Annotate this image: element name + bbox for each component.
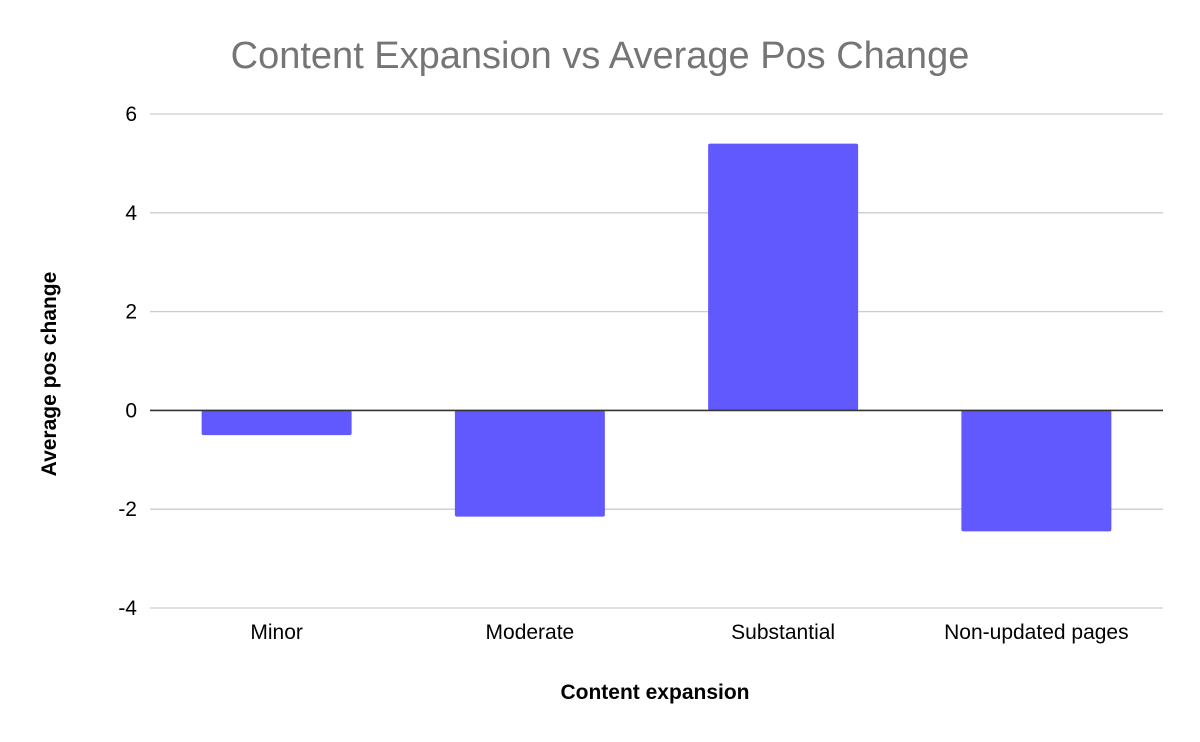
x-tick-label: Minor [250,621,303,644]
bar-moderate [454,410,605,517]
y-tick-label: -2 [118,498,137,521]
x-tick-label: Moderate [486,621,575,644]
y-axis-title: Average pos change [38,272,61,477]
y-tick-label: 4 [125,202,137,225]
x-tick-label: Substantial [731,621,835,644]
bar-minor [201,410,352,436]
y-tick-label: -4 [118,597,137,620]
chart-title: Content Expansion vs Average Pos Change [231,35,970,77]
y-tick-label: 0 [125,399,137,422]
gridlines [150,113,1163,609]
y-tick-labels: -4 -2 0 2 4 6 [118,103,137,620]
bar-substantial [708,143,859,411]
x-tick-labels: Minor Moderate Substantial Non-updated page… [250,621,1128,644]
y-tick-label: 2 [125,301,137,324]
bars [201,143,1112,532]
bar-non-updated-pages [961,410,1112,532]
x-tick-label: Non-updated pages [944,621,1128,644]
y-tick-label: 6 [125,103,137,126]
x-axis-title: Content expansion [560,681,749,704]
